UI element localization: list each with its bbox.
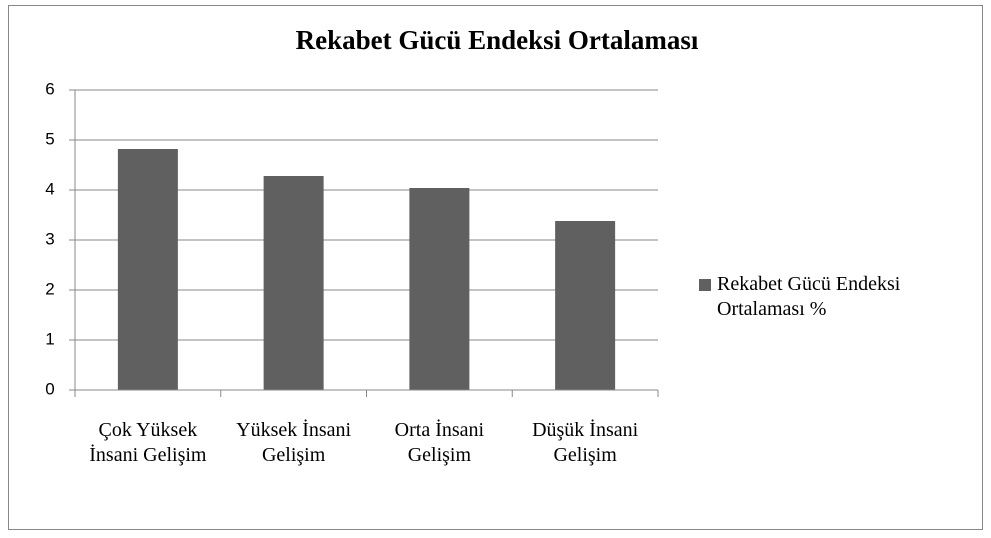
x-tick-label: Düşük İnsani Gelişim [532, 419, 639, 466]
bar [555, 221, 616, 390]
x-tick-label: Çok Yüksek İnsani Gelişim [89, 419, 207, 466]
bar [409, 188, 470, 390]
legend-swatch [699, 279, 711, 291]
y-tick-label: 2 [45, 279, 54, 298]
y-tick-label: 0 [45, 379, 54, 398]
bar [263, 176, 324, 390]
bar [117, 149, 178, 390]
legend-label: Rekabet Gücü Endeksi Ortalaması % [717, 273, 901, 320]
y-tick-label: 6 [45, 79, 54, 98]
x-tick-label: Orta İnsani Gelişim [394, 419, 485, 466]
x-tick-label: Yüksek İnsani Gelişim [236, 419, 352, 466]
y-tick-label: 4 [45, 179, 54, 198]
y-tick-label: 5 [45, 129, 54, 148]
chart-title: Rekabet Gücü Endeksi Ortalaması [296, 25, 699, 55]
y-tick-label: 1 [45, 329, 54, 348]
y-tick-label: 3 [45, 229, 54, 248]
